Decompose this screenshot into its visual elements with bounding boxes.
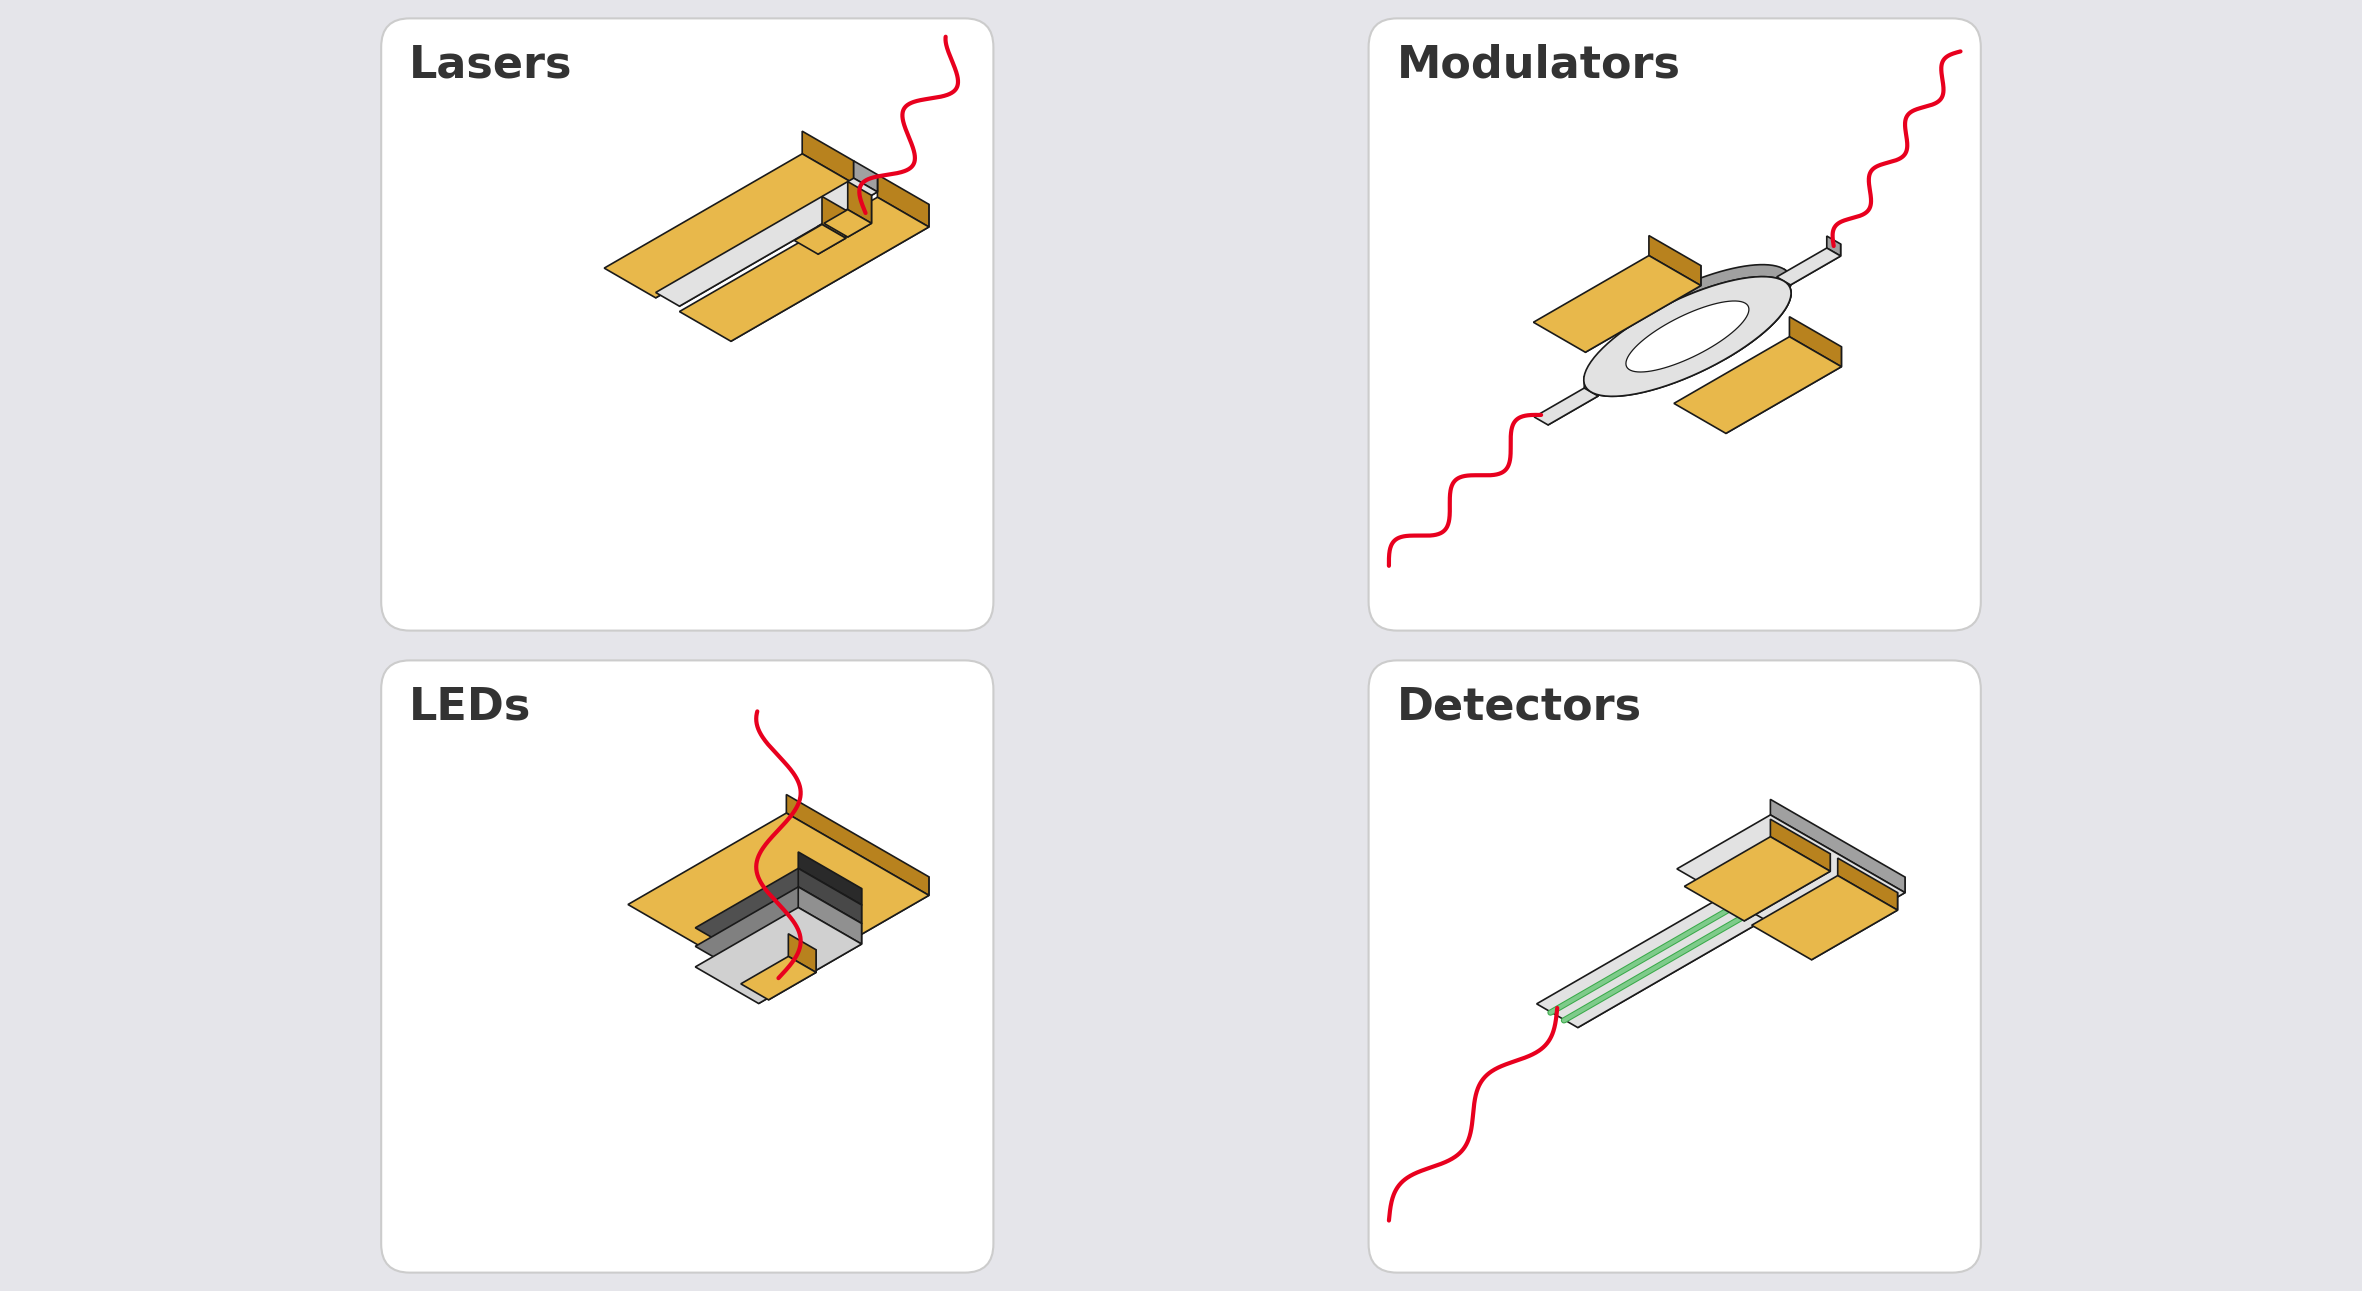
Polygon shape bbox=[1585, 376, 1599, 396]
Polygon shape bbox=[789, 933, 815, 972]
Polygon shape bbox=[1585, 266, 1701, 352]
Polygon shape bbox=[1538, 874, 1802, 1028]
FancyBboxPatch shape bbox=[380, 18, 994, 630]
Polygon shape bbox=[1649, 235, 1701, 285]
Polygon shape bbox=[1762, 859, 1802, 899]
Polygon shape bbox=[1675, 337, 1842, 434]
Polygon shape bbox=[1727, 347, 1842, 434]
Polygon shape bbox=[1677, 815, 1906, 946]
Polygon shape bbox=[657, 178, 876, 306]
Polygon shape bbox=[848, 195, 872, 238]
Polygon shape bbox=[1838, 859, 1897, 910]
Polygon shape bbox=[1790, 316, 1842, 367]
Polygon shape bbox=[770, 877, 928, 986]
Polygon shape bbox=[694, 908, 862, 1003]
Polygon shape bbox=[758, 905, 862, 982]
Polygon shape bbox=[798, 869, 862, 923]
Polygon shape bbox=[1649, 265, 1790, 359]
Polygon shape bbox=[1772, 799, 1906, 892]
Polygon shape bbox=[1592, 269, 1790, 396]
Polygon shape bbox=[730, 204, 928, 341]
Polygon shape bbox=[1776, 248, 1840, 285]
Polygon shape bbox=[758, 888, 862, 964]
Polygon shape bbox=[824, 209, 872, 238]
Text: Detectors: Detectors bbox=[1396, 686, 1642, 729]
Polygon shape bbox=[1743, 853, 1831, 920]
Polygon shape bbox=[787, 794, 928, 896]
Polygon shape bbox=[1625, 301, 1748, 372]
Polygon shape bbox=[817, 210, 846, 254]
Polygon shape bbox=[1578, 883, 1802, 1028]
FancyBboxPatch shape bbox=[1368, 18, 1982, 630]
Polygon shape bbox=[1585, 276, 1790, 396]
Text: Modulators: Modulators bbox=[1396, 44, 1679, 86]
Polygon shape bbox=[876, 174, 928, 227]
FancyBboxPatch shape bbox=[380, 661, 994, 1273]
Text: LEDs: LEDs bbox=[409, 686, 531, 729]
Polygon shape bbox=[1812, 877, 1906, 946]
Polygon shape bbox=[1753, 875, 1897, 959]
Polygon shape bbox=[1772, 820, 1831, 871]
Polygon shape bbox=[1790, 244, 1840, 285]
Polygon shape bbox=[605, 154, 853, 298]
Polygon shape bbox=[680, 198, 928, 341]
Polygon shape bbox=[1533, 256, 1701, 352]
Polygon shape bbox=[628, 813, 928, 986]
Polygon shape bbox=[1812, 892, 1897, 959]
Polygon shape bbox=[798, 887, 862, 944]
Polygon shape bbox=[798, 852, 862, 905]
Polygon shape bbox=[694, 869, 862, 964]
Polygon shape bbox=[680, 174, 876, 306]
Polygon shape bbox=[758, 923, 862, 1003]
Polygon shape bbox=[848, 182, 872, 223]
Polygon shape bbox=[1535, 389, 1599, 425]
Polygon shape bbox=[742, 957, 815, 999]
Text: Lasers: Lasers bbox=[409, 44, 572, 86]
Polygon shape bbox=[694, 887, 862, 982]
Polygon shape bbox=[822, 196, 846, 238]
Polygon shape bbox=[1826, 236, 1840, 256]
Polygon shape bbox=[853, 161, 876, 192]
FancyBboxPatch shape bbox=[1368, 661, 1982, 1273]
Polygon shape bbox=[794, 225, 846, 254]
Polygon shape bbox=[657, 161, 853, 298]
Polygon shape bbox=[768, 950, 815, 999]
Polygon shape bbox=[1547, 383, 1599, 425]
Polygon shape bbox=[803, 132, 853, 183]
Polygon shape bbox=[1684, 837, 1831, 920]
